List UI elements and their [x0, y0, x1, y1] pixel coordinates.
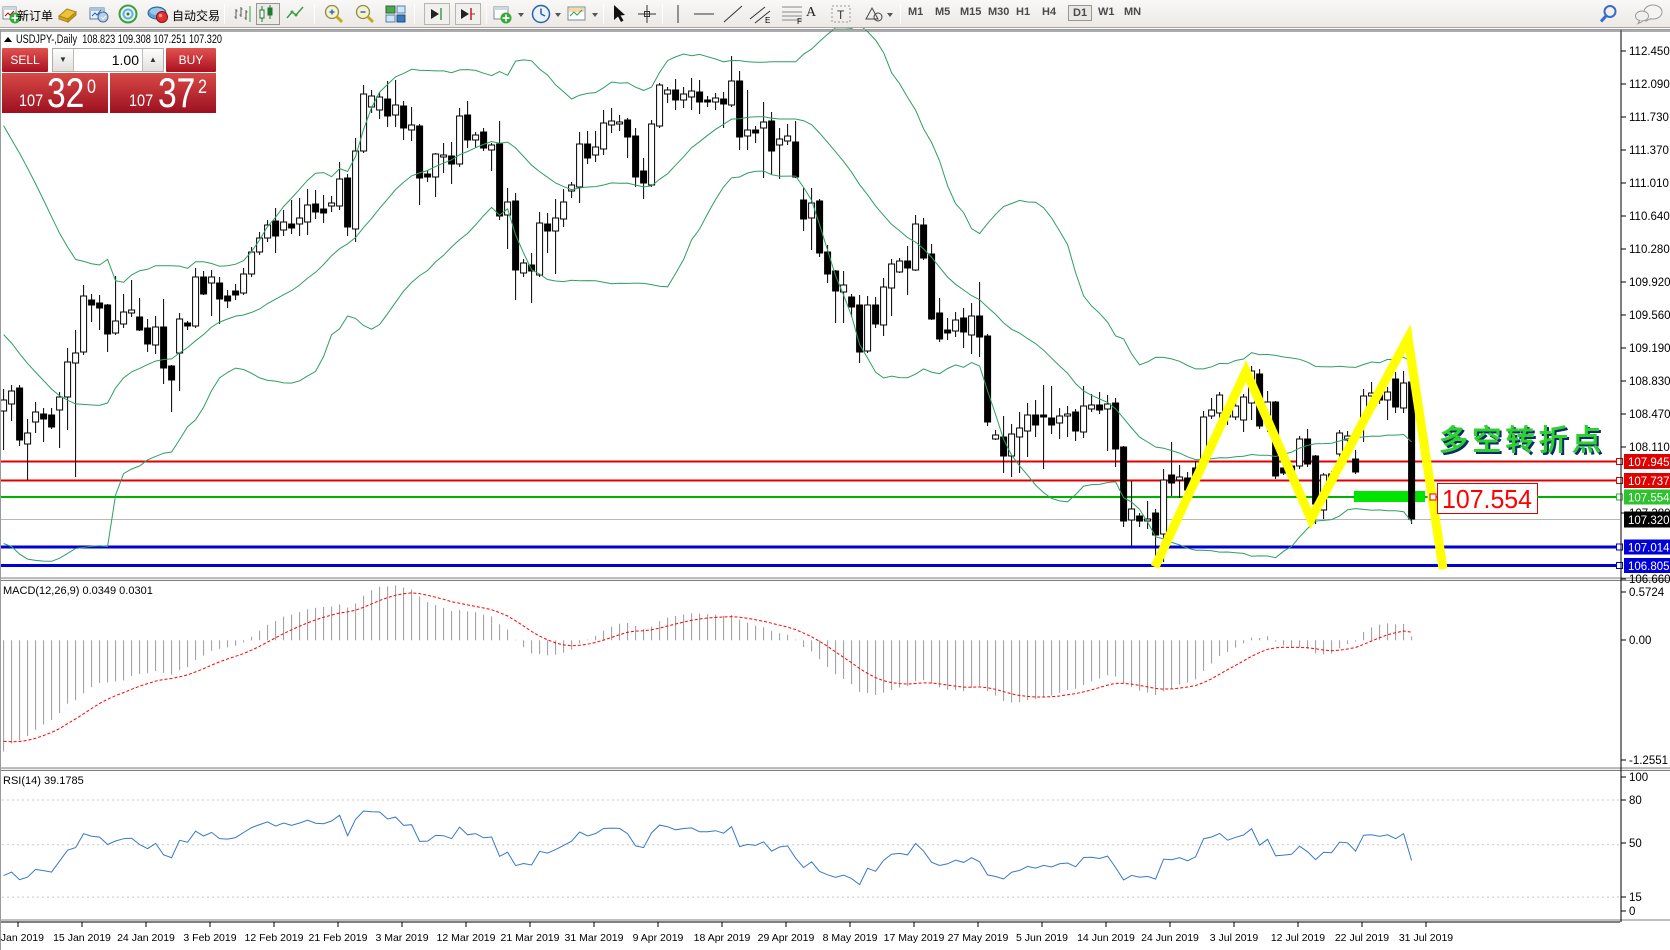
svg-text:0: 0	[1629, 906, 1635, 918]
svg-text:106.660: 106.660	[1629, 574, 1670, 586]
svg-text:27 May 2019: 27 May 2019	[948, 932, 1009, 944]
svg-text:108.110: 108.110	[1629, 442, 1670, 454]
svg-text:111.730: 111.730	[1629, 112, 1669, 124]
svg-text:109.560: 109.560	[1629, 310, 1670, 322]
svg-text:17 May 2019: 17 May 2019	[884, 932, 945, 944]
svg-text:12 Feb 2019: 12 Feb 2019	[245, 932, 304, 944]
svg-text:RSI(14) 39.1785: RSI(14) 39.1785	[3, 775, 84, 787]
svg-text:100: 100	[1629, 772, 1648, 784]
svg-text:8 May 2019: 8 May 2019	[823, 932, 878, 944]
svg-text:21 Mar 2019: 21 Mar 2019	[501, 932, 560, 944]
svg-text:31 Mar 2019: 31 Mar 2019	[565, 932, 624, 944]
svg-text:108.470: 108.470	[1629, 409, 1670, 421]
svg-text:110.280: 110.280	[1629, 244, 1670, 256]
svg-text:110.640: 110.640	[1629, 211, 1670, 223]
svg-text:3 Mar 2019: 3 Mar 2019	[375, 932, 428, 944]
svg-text:0.5724: 0.5724	[1629, 587, 1665, 599]
svg-text:6 Jan 2019: 6 Jan 2019	[0, 932, 44, 944]
svg-text:107.945: 107.945	[1628, 457, 1670, 469]
svg-text:111.010: 111.010	[1629, 178, 1669, 190]
svg-text:15 Jan 2019: 15 Jan 2019	[53, 932, 111, 944]
svg-text:106.805: 106.805	[1628, 561, 1670, 573]
svg-text:107.320: 107.320	[1628, 515, 1670, 527]
svg-text:112.090: 112.090	[1629, 79, 1670, 91]
svg-text:12 Mar 2019: 12 Mar 2019	[437, 932, 496, 944]
svg-text:108.830: 108.830	[1629, 376, 1670, 388]
svg-text:USDJPY-,Daily 108.823 109.308: USDJPY-,Daily 108.823 109.308 107.251 10…	[16, 34, 222, 46]
svg-text:多空转折点: 多空转折点	[1439, 423, 1601, 457]
svg-text:31 Jul 2019: 31 Jul 2019	[1399, 932, 1453, 944]
svg-text:12 Jul 2019: 12 Jul 2019	[1271, 932, 1325, 944]
svg-text:F: F	[797, 17, 802, 25]
svg-text:5 Jun 2019: 5 Jun 2019	[1016, 932, 1068, 944]
svg-text:18 Apr 2019: 18 Apr 2019	[694, 932, 751, 944]
svg-text:-1.2551: -1.2551	[1629, 755, 1668, 767]
svg-text:111.370: 111.370	[1629, 145, 1669, 157]
svg-text:107.554: 107.554	[1628, 493, 1670, 505]
svg-text:MACD(12,26,9) 0.0349 0.0301: MACD(12,26,9) 0.0349 0.0301	[3, 585, 153, 597]
svg-text:24 Jan 2019: 24 Jan 2019	[117, 932, 175, 944]
svg-text:E: E	[765, 16, 770, 25]
svg-text:29 Apr 2019: 29 Apr 2019	[758, 932, 815, 944]
svg-text:24 Jun 2019: 24 Jun 2019	[1141, 932, 1199, 944]
svg-text:0.00: 0.00	[1629, 635, 1651, 647]
svg-text:14 Jun 2019: 14 Jun 2019	[1077, 932, 1135, 944]
svg-text:50: 50	[1629, 838, 1642, 850]
svg-text:22 Jul 2019: 22 Jul 2019	[1335, 932, 1389, 944]
svg-text:107.554: 107.554	[1442, 484, 1532, 514]
svg-text:3 Jul 2019: 3 Jul 2019	[1210, 932, 1259, 944]
svg-text:80: 80	[1629, 795, 1642, 807]
svg-text:3 Feb 2019: 3 Feb 2019	[183, 932, 236, 944]
svg-text:112.450: 112.450	[1629, 46, 1670, 58]
svg-text:107.737: 107.737	[1628, 476, 1670, 488]
svg-text:109.920: 109.920	[1629, 277, 1670, 289]
svg-text:15: 15	[1629, 892, 1642, 904]
svg-text:T: T	[837, 8, 845, 22]
svg-text:9 Apr 2019: 9 Apr 2019	[633, 932, 684, 944]
svg-text:21 Feb 2019: 21 Feb 2019	[309, 932, 368, 944]
svg-text:107.014: 107.014	[1628, 543, 1670, 555]
svg-text:109.190: 109.190	[1629, 343, 1670, 355]
svg-text:多空转折点: 多空转折点	[1441, 425, 1603, 459]
